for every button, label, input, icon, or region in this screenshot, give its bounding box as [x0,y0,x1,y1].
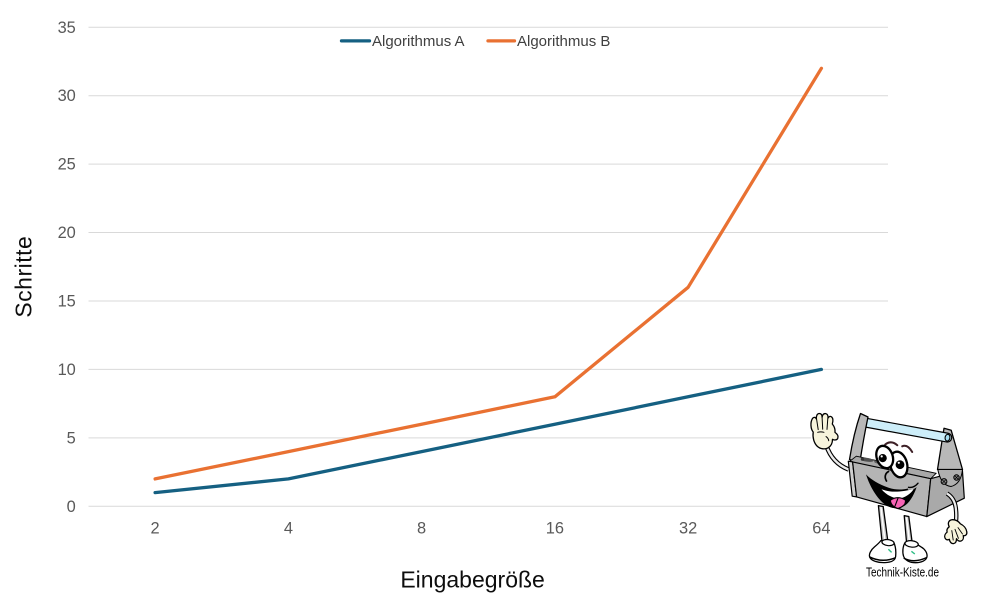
svg-text:20: 20 [58,224,76,242]
svg-text:35: 35 [58,19,76,37]
svg-text:10: 10 [58,361,76,379]
svg-text:Technik-Kiste.de: Technik-Kiste.de [866,564,939,579]
svg-text:2: 2 [151,519,160,537]
svg-text:30: 30 [58,87,76,105]
svg-text:8: 8 [417,519,426,537]
svg-text:64: 64 [812,519,830,537]
svg-text:16: 16 [546,519,564,537]
svg-text:32: 32 [679,519,697,537]
svg-text:25: 25 [58,156,76,174]
svg-text:Schritte: Schritte [11,236,37,318]
svg-text:Algorithmus B: Algorithmus B [517,33,610,50]
svg-text:Algorithmus A: Algorithmus A [372,33,465,50]
svg-text:5: 5 [67,429,76,447]
svg-text:4: 4 [284,519,293,537]
svg-text:15: 15 [58,293,76,311]
svg-text:0: 0 [67,498,76,516]
svg-text:Eingabegröße: Eingabegröße [400,567,545,593]
